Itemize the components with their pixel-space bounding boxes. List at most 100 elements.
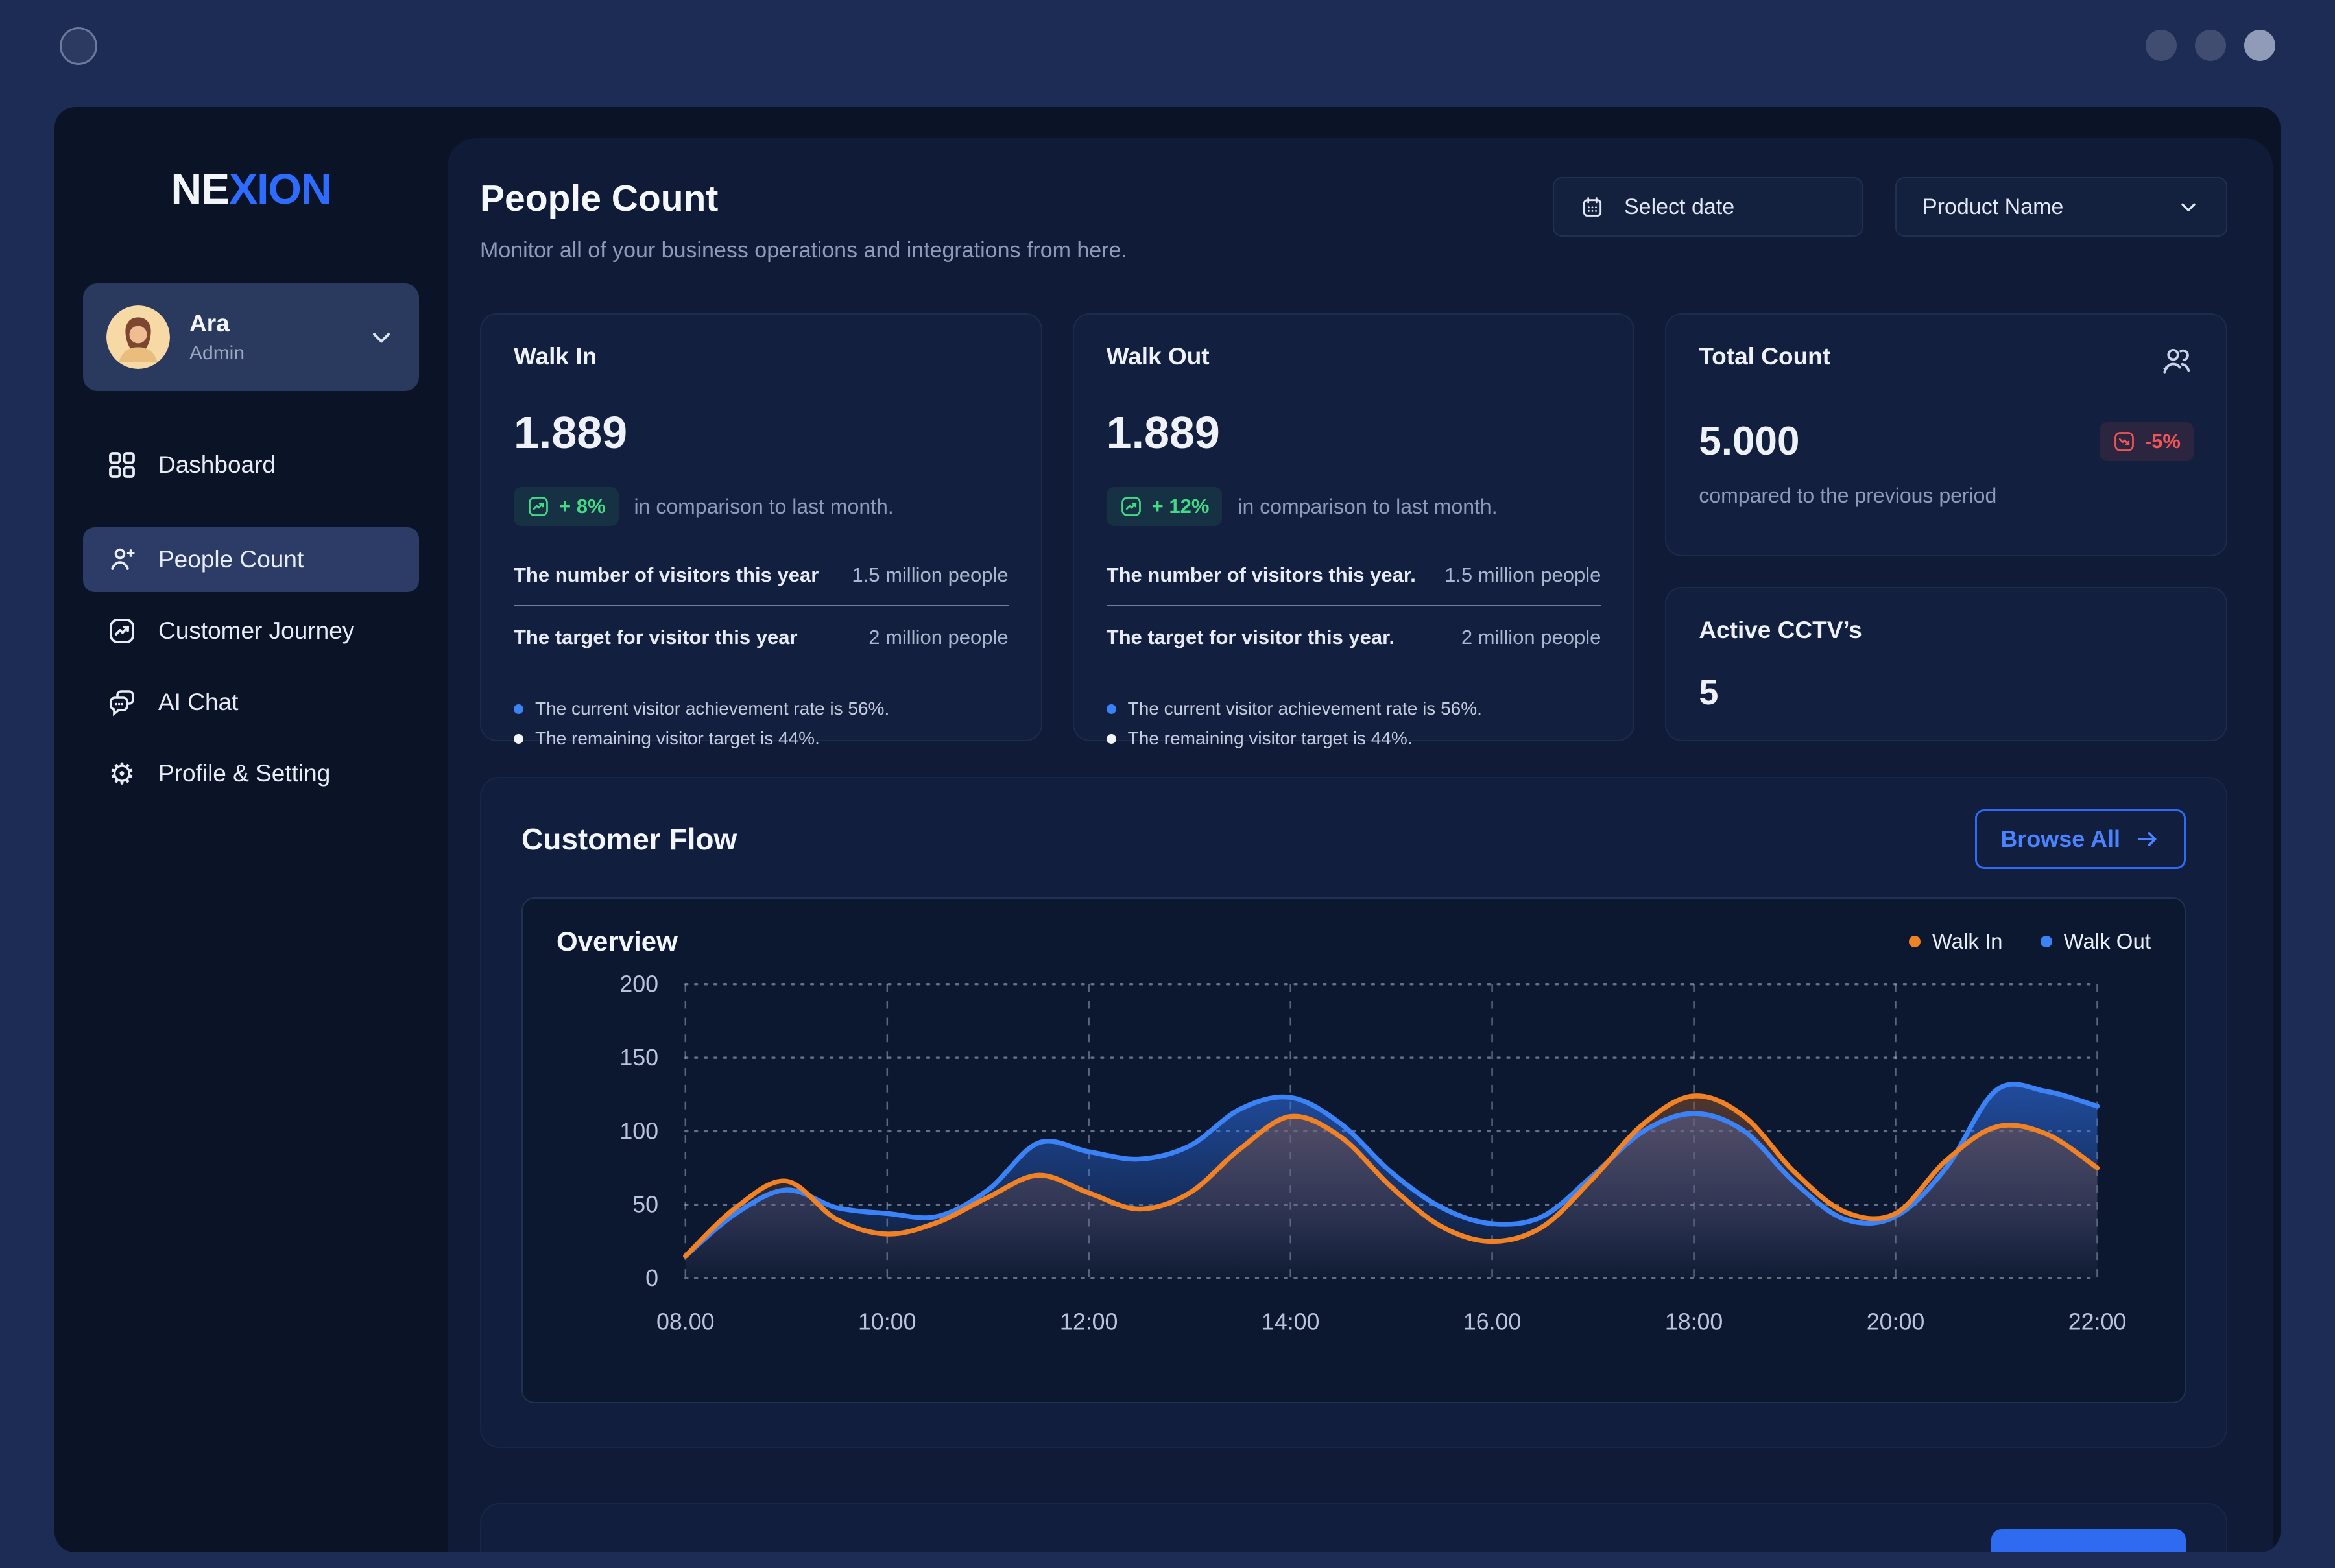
walk-out-rows: The number of visitors this year. 1.5 mi… (1106, 564, 1601, 649)
chevron-down-icon (2177, 195, 2200, 219)
walk-in-badge-row: + 8% in comparison to last month. (514, 487, 1009, 526)
svg-text:200: 200 (619, 971, 658, 997)
walk-out-value: 1.889 (1106, 407, 1220, 458)
user-info: Ara Admin (189, 310, 245, 364)
window-minimize-icon[interactable] (2146, 30, 2177, 61)
walk-out-bullets: The current visitor achievement rate is … (1106, 689, 1601, 749)
svg-text:16.00: 16.00 (1463, 1309, 1522, 1335)
sidebar-item-people-count[interactable]: People Count (83, 527, 419, 592)
svg-text:12:00: 12:00 (1060, 1309, 1118, 1335)
active-cctv-value: 5 (1699, 673, 1719, 712)
svg-text:08.00: 08.00 (656, 1309, 715, 1335)
sidebar-item-label: People Count (158, 546, 304, 573)
walk-in-trend-badge: + 8% (514, 487, 619, 526)
walk-in-bullets: The current visitor achievement rate is … (514, 689, 1009, 749)
page-title: People Count (480, 178, 719, 219)
page-heading-block: People Count Monitor all of your busines… (480, 177, 1127, 263)
total-count-title: Total Count (1699, 343, 1831, 370)
legend-walk-in: Walk In (1908, 929, 2003, 954)
next-section-button-partial[interactable] (1991, 1529, 2186, 1552)
select-date-label: Select date (1624, 194, 1735, 219)
walk-in-badge-note: in comparison to last month. (634, 494, 894, 518)
visitors-row: The number of visitors this year 1.5 mil… (514, 564, 1009, 606)
people-group-icon (2162, 348, 2190, 374)
walk-out-badge-row: + 12% in comparison to last month. (1106, 487, 1601, 526)
walk-in-value: 1.889 (514, 407, 628, 458)
logo-text-accent: XION (229, 165, 331, 213)
walk-out-card: Walk Out 1.889 + 12% in comparison to la… (1072, 313, 1635, 748)
svg-text:0: 0 (645, 1265, 658, 1291)
svg-text:22:00: 22:00 (2068, 1309, 2127, 1335)
sidebar: NEXION Ara Admin Dashboard (54, 107, 448, 1552)
chevron-down-icon[interactable] (367, 323, 396, 351)
app-window: NEXION Ara Admin Dashboard (54, 107, 2281, 1552)
page-header: People Count Monitor all of your busines… (480, 177, 2227, 263)
overview-title: Overview (557, 926, 678, 956)
sidebar-item-ai-chat[interactable]: AI Chat (83, 670, 419, 735)
avatar (106, 305, 170, 369)
header-actions: Select date Product Name (1553, 177, 2227, 237)
grid-icon (106, 449, 138, 481)
window-maximize-icon[interactable] (2195, 30, 2226, 61)
nexion-logo: NEXION (171, 164, 331, 213)
user-role: Admin (189, 342, 245, 364)
svg-text:14:00: 14:00 (1262, 1309, 1320, 1335)
svg-text:150: 150 (619, 1045, 658, 1071)
window-close-icon[interactable] (2244, 30, 2275, 61)
user-profile-card[interactable]: Ara Admin (83, 283, 419, 391)
trend-down-icon (2114, 431, 2134, 451)
customer-flow-title: Customer Flow (521, 822, 737, 856)
svg-text:10:00: 10:00 (858, 1309, 916, 1335)
sidebar-item-label: Customer Journey (158, 617, 355, 644)
active-cctv-title: Active CCTV’s (1699, 617, 1862, 643)
overview-chart-header: Overview Walk In Walk Out (557, 926, 2151, 957)
logo-text-primary: NE (171, 165, 230, 213)
customer-flow-section: Customer Flow Browse All Overview Walk I… (480, 777, 2227, 1448)
svg-text:50: 50 (632, 1192, 658, 1218)
target-row: The target for visitor this year. 2 mill… (1106, 626, 1601, 648)
legend-dot-walk-in (1908, 936, 1921, 947)
chart-legend: Walk In Walk Out (1908, 929, 2151, 954)
trend-square-icon (106, 615, 138, 647)
walk-out-title: Walk Out (1106, 343, 1210, 370)
select-date-button[interactable]: Select date (1553, 177, 1863, 237)
main-panel: People Count Monitor all of your busines… (448, 138, 2273, 1552)
legend-walk-out: Walk Out (2040, 929, 2151, 954)
target-row: The target for visitor this year 2 milli… (514, 626, 1009, 648)
trend-up-icon (1121, 497, 1141, 516)
total-count-card: Total Count 5.000 -5% compared to the pr… (1665, 313, 2227, 556)
product-name-select[interactable]: Product Name (1895, 177, 2227, 237)
browse-all-label: Browse All (2000, 826, 2120, 852)
blue-dot-icon (514, 704, 523, 714)
calendar-icon (1580, 195, 1605, 219)
window-menu-circle-icon[interactable] (60, 27, 97, 65)
next-section-partial (480, 1503, 2227, 1552)
overview-chart-card: Overview Walk In Walk Out 0 50 100 150 200 08… (521, 897, 2186, 1403)
sidebar-item-customer-journey[interactable]: Customer Journey (83, 599, 419, 663)
svg-text:18:00: 18:00 (1665, 1309, 1723, 1335)
user-name: Ara (189, 310, 230, 337)
chat-bubbles-icon (106, 687, 138, 718)
page-subtitle: Monitor all of your business operations … (480, 238, 1127, 263)
bullet-remaining: The remaining visitor target is 44%. (514, 728, 1009, 749)
sidebar-item-profile-setting[interactable]: ⚙ Profile & Setting (83, 741, 419, 806)
gear-icon: ⚙ (108, 756, 136, 791)
walk-in-card: Walk In 1.889 + 8% in comparison to last… (480, 313, 1042, 748)
legend-dot-walk-out (2040, 936, 2052, 947)
walk-in-title: Walk In (514, 343, 597, 370)
active-cctv-card: Active CCTV’s 5 (1665, 587, 2227, 741)
arrow-right-icon (2137, 832, 2157, 846)
bullet-remaining: The remaining visitor target is 44%. (1106, 728, 1601, 749)
customer-flow-header: Customer Flow Browse All (521, 809, 2186, 869)
total-count-header: Total Count (1699, 343, 2194, 381)
browse-all-button[interactable]: Browse All (1975, 809, 2186, 869)
walk-out-badge-note: in comparison to last month. (1238, 494, 1498, 518)
blue-dot-icon (1106, 704, 1116, 714)
trend-up-icon (529, 497, 548, 516)
white-dot-icon (1106, 733, 1116, 744)
bullet-achievement: The current visitor achievement rate is … (514, 698, 1009, 719)
total-count-value: 5.000 (1699, 419, 1800, 464)
stats-column-3: Total Count 5.000 -5% compared to the pr… (1665, 313, 2227, 741)
sidebar-item-dashboard[interactable]: Dashboard (83, 433, 419, 497)
sidebar-item-label: Dashboard (158, 451, 276, 478)
